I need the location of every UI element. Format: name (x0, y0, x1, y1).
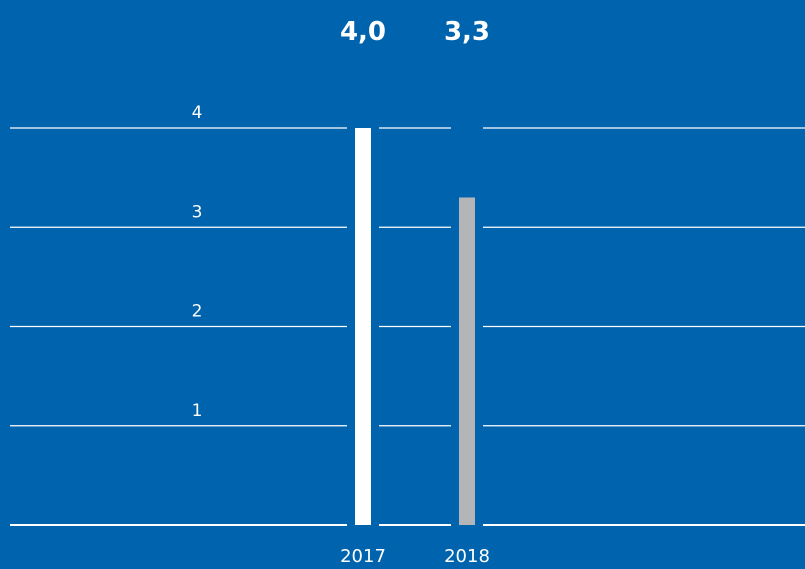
bar-2017 (355, 128, 371, 525)
bar-2018 (459, 197, 475, 525)
y-tick-label-2: 2 (192, 302, 203, 322)
x-category-label-2017: 2017 (340, 546, 386, 567)
gridlines (10, 127, 805, 526)
y-tick-label-3: 3 (192, 202, 203, 222)
y-tick-label-1: 1 (192, 401, 203, 421)
y-tick-label-4: 4 (192, 103, 203, 123)
x-category-label-2018: 2018 (444, 546, 490, 567)
value-label-2018: 3,3 (444, 17, 490, 47)
bars (355, 128, 475, 525)
labels: 1 2 3 4 2017 4,0 2018 3,3 (192, 17, 490, 567)
value-label-2017: 4,0 (340, 17, 386, 47)
